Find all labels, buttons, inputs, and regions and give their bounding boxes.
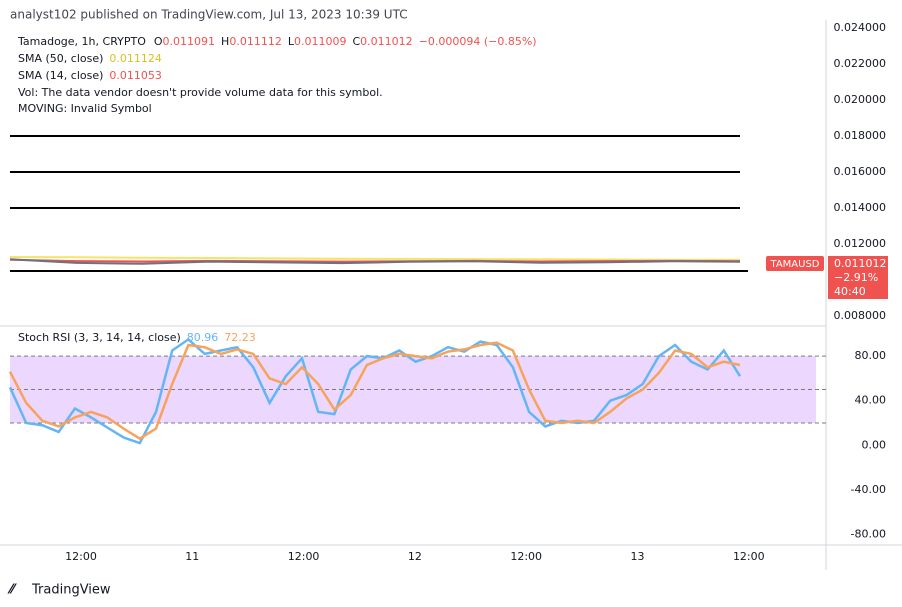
y-tick-label: 0.018000 xyxy=(834,129,887,142)
ohlc-value: 0.011012 xyxy=(360,35,413,48)
x-tick-label: 12:00 xyxy=(65,550,97,563)
k-value: 80.96 xyxy=(187,331,219,344)
y-tick-label: 0.022000 xyxy=(834,57,887,70)
price-tag-countdown: 40:40 xyxy=(834,285,866,298)
y-tick-label: 40.00 xyxy=(855,394,887,407)
x-tick-label: 11 xyxy=(185,550,199,563)
y-tick-label: -40.00 xyxy=(851,483,886,496)
series-line xyxy=(9,258,741,265)
legend-line: SMA (14, close) 0.011053 xyxy=(18,69,162,82)
x-tick-label: 12:00 xyxy=(733,550,765,563)
y-tick-label: 0.020000 xyxy=(834,93,887,106)
x-tick-label: 12:00 xyxy=(288,550,320,563)
series-line xyxy=(8,341,741,441)
y-tick-label: 80.00 xyxy=(855,349,887,362)
vol-note: Vol: The data vendor doesn't provide vol… xyxy=(18,86,383,99)
ohlc-value: 0.011091 xyxy=(163,35,216,48)
y-tick-label: 0.00 xyxy=(862,438,887,451)
ohlc-value: 0.011009 xyxy=(294,35,347,48)
sma-value: 0.011124 xyxy=(109,52,162,65)
ohlc-value: 0.011112 xyxy=(229,35,282,48)
x-tick-label: 13 xyxy=(631,550,645,563)
ohlc-label: O xyxy=(154,35,163,48)
symbol-tag-text: TAMAUSD xyxy=(769,259,819,270)
series-line xyxy=(9,256,741,261)
price-tag-price: 0.011012 xyxy=(834,257,887,270)
y-tick-label: 0.012000 xyxy=(834,237,887,250)
series-line xyxy=(8,337,742,445)
header: analyst102 published on TradingView.com,… xyxy=(10,8,408,22)
y-tick-label: 0.008000 xyxy=(834,309,887,322)
sma-name: SMA (14, close) xyxy=(18,69,103,82)
change: −0.000094 (−0.85%) xyxy=(419,35,537,48)
moving-note: MOVING: Invalid Symbol xyxy=(18,102,152,115)
x-tick-label: 12 xyxy=(408,550,422,563)
legend-line: Tamadoge, 1h, CRYPTO O0.011091 H0.011112 L0… xyxy=(17,35,537,48)
ohlc-label: C xyxy=(352,35,360,48)
x-tick-label: 12:00 xyxy=(510,550,542,563)
y-tick-label: 0.014000 xyxy=(834,201,887,214)
footer: TradingView xyxy=(31,583,111,598)
footer-logo: ⁄⁄ xyxy=(7,583,17,598)
y-tick-label: 0.016000 xyxy=(834,165,887,178)
price-tag xyxy=(828,256,888,299)
symbol: Tamadoge, 1h, CRYPTO xyxy=(17,35,146,48)
stoch-title: Stoch RSI (3, 3, 14, 14, close) xyxy=(18,331,181,344)
sma-name: SMA (50, close) xyxy=(18,52,103,65)
legend-line: SMA (50, close) 0.011124 xyxy=(18,52,162,65)
ohlc-label: L xyxy=(288,35,295,48)
d-value: 72.23 xyxy=(224,331,256,344)
stoch-legend: Stoch RSI (3, 3, 14, 14, close) 80.96 72.2… xyxy=(18,331,256,344)
y-tick-label: 0.024000 xyxy=(834,21,887,34)
price-tag-change: −2.91% xyxy=(834,271,878,284)
y-tick-label: -80.00 xyxy=(851,528,886,541)
ohlc-label: H xyxy=(221,35,229,48)
sma-value: 0.011053 xyxy=(109,69,162,82)
symbol-tag xyxy=(766,256,824,271)
